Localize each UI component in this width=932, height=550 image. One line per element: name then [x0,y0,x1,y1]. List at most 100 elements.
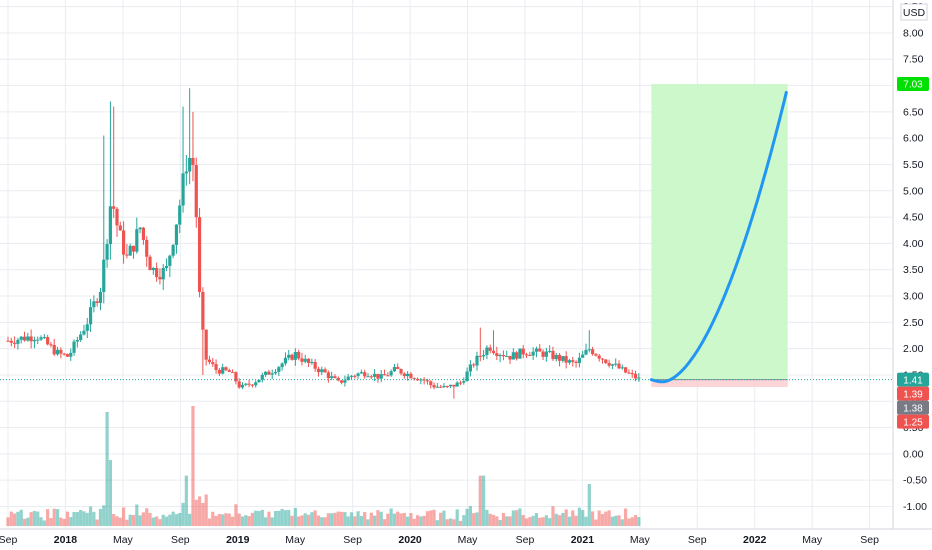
candle-body [148,256,152,271]
projection-curve [649,90,788,384]
candle-body [406,373,410,377]
candle-body [69,352,73,357]
time-axis[interactable]: Sep 2018 May Sep 2019 May Sep 2020 May Sep 2021 May… [0,534,879,546]
price-badge [897,76,929,91]
candle-body [396,367,400,370]
volume-bar [330,513,334,526]
candle-body [283,357,288,364]
long-position-tool[interactable] [651,83,788,388]
candle-body [59,349,63,354]
candle-body [204,329,208,360]
candle-body [614,363,618,365]
candle-body [145,239,149,257]
candle-body [95,301,99,303]
candle-body [155,267,159,278]
candle-body [267,371,271,375]
price-badge-label: 1.38 [903,403,923,414]
volume-bar [264,517,268,526]
candle-body [353,375,357,377]
volume-bar [610,516,615,526]
volume-bar [85,512,89,526]
volume-bar [396,511,400,526]
currency-label[interactable]: USD [900,3,928,21]
candle-body [379,374,383,379]
volume-bar [392,513,397,526]
volume-bar [188,513,192,526]
volume-bar [75,512,79,526]
candle-body [633,373,638,379]
volume-bar [65,511,70,526]
time-tick-label: May [802,534,823,546]
price-tick-label: 4.50 [903,212,924,224]
price-tick-label: 6.00 [903,133,924,145]
price-badge-label: 1.25 [903,417,923,428]
volume-bar [22,518,27,526]
volume-bar [422,515,426,526]
time-tick-label: Sep [860,534,879,546]
candle-body [369,376,373,378]
volume-bar [442,510,446,526]
volume-bar [359,516,363,526]
candle-body [158,277,162,280]
volume-bar [432,509,436,526]
candle-body [250,384,255,386]
candle-body [260,374,264,380]
candle-body [389,371,393,376]
volume-bar [462,515,466,526]
volume-bar [273,511,278,526]
candle-body [333,376,337,379]
time-tick-label: 2019 [226,534,250,546]
candle-body [75,339,79,342]
volume-bar [349,512,354,526]
candle-body [330,376,334,379]
volume-bar [151,517,155,526]
candle-body [310,362,314,364]
volume-bar [567,516,572,526]
volume-bars [6,406,641,526]
volume-bar [250,512,255,526]
candle-body [227,370,231,372]
candle-body [39,337,43,340]
volume-bar [234,504,238,526]
volume-bar [148,512,152,526]
candle-body [141,227,146,240]
volume-bar [336,511,340,526]
volume-bar [287,510,291,526]
candle-body [524,354,529,356]
volume-bar [290,515,294,526]
volume-bar [88,506,93,526]
volume-bar [217,514,221,526]
candle-body [98,291,103,303]
volume-bar [498,519,502,526]
price-tick-label: 0.00 [903,448,924,460]
candle-body [472,364,476,366]
candle-body [551,350,555,360]
candle-body [564,356,568,363]
candle-body [594,354,598,356]
volume-bar [95,519,99,526]
candle-body [567,360,572,363]
volume-bar [112,514,116,526]
volume-bar [343,512,347,526]
candle-body [448,384,453,387]
volume-bar [339,511,344,526]
candle-body [188,157,192,172]
candle-body [168,255,172,266]
candle-body [511,352,515,360]
volume-bar [577,507,581,526]
volume-bar [412,518,416,526]
volume-bar [214,515,218,526]
candle-body [531,351,535,356]
candle-body [617,363,621,369]
volume-bar [376,510,380,526]
volume-bar [36,511,40,526]
candle-body [544,351,548,357]
candle-body [376,373,380,379]
candle-body [171,244,175,256]
candle-body [435,386,439,388]
candle-body [475,355,479,366]
volume-bar [379,511,383,526]
volume-bar [511,510,515,526]
candle-body [135,229,139,252]
